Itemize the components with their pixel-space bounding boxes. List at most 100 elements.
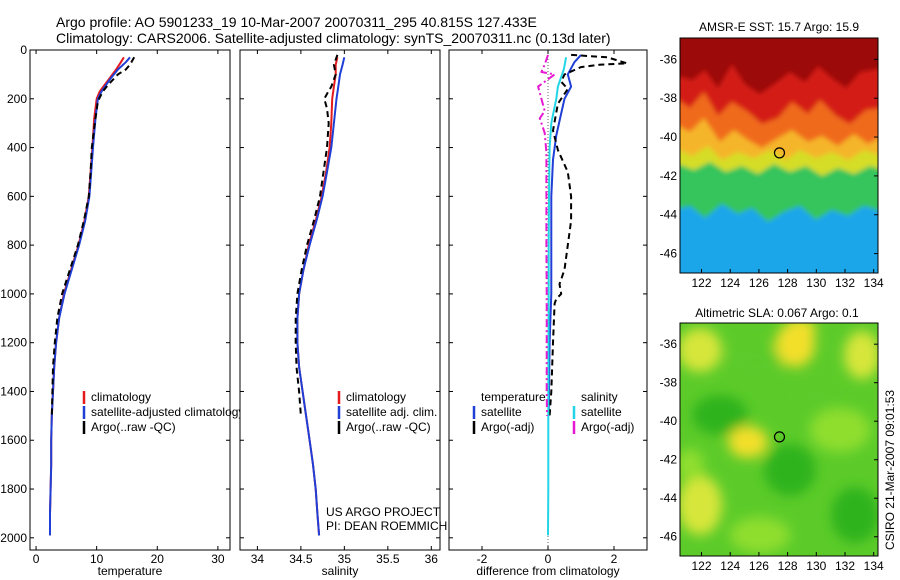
- difference-series: [537, 53, 629, 536]
- temperature-legend-argo: Argo(..raw -QC): [91, 420, 176, 434]
- difference-x-tick-label: 2: [611, 552, 618, 566]
- depth-tick-label: 0: [20, 43, 27, 57]
- sla-anomaly-4: [692, 395, 748, 435]
- difference-legend-sal-satellite: satellite: [581, 405, 622, 419]
- sla-anomaly-0: [680, 328, 722, 372]
- salinity-series: [294, 54, 346, 536]
- sst-map-frame: [679, 37, 879, 274]
- sla-lat-tick-label: -46: [660, 530, 678, 544]
- sla-lat-tick-label: -40: [660, 414, 678, 428]
- sst-lat-tick-label: -46: [660, 247, 678, 261]
- difference-series-2: [547, 57, 568, 536]
- sla-map-field: [680, 323, 878, 556]
- temperature-legend-satellite: satellite-adjusted climatology: [91, 405, 244, 419]
- sst-lon-tick-label: 124: [720, 276, 740, 290]
- salinity-panel: 34 34.5 35 35.5 36 salinity climatology sate…: [239, 49, 447, 578]
- salinity-series-1: [296, 57, 346, 536]
- depth-tick-label: 800: [7, 238, 27, 252]
- salinity-x-tick-label: 35: [338, 552, 352, 566]
- sst-lon-tick-label: 122: [692, 276, 712, 290]
- salinity-x-label: salinity: [322, 564, 359, 578]
- salinity-axes-frame: [239, 49, 441, 551]
- difference-legend: temperature satellite Argo(-adj) salinit…: [472, 390, 634, 434]
- difference-series-1: [548, 53, 629, 416]
- sst-map-field: [680, 38, 878, 273]
- difference-series-0: [547, 54, 582, 416]
- difference-legend-sal-argo: Argo(-adj): [581, 420, 634, 434]
- temperature-x-label: temperature: [98, 564, 163, 578]
- difference-legend-salinity-heading: salinity: [581, 390, 618, 404]
- difference-x-axis: -2 0 2: [477, 50, 618, 566]
- sst-lat-tick-label: -44: [660, 208, 678, 222]
- depth-tick-label: 600: [7, 189, 27, 203]
- difference-legend-temp-satellite: satellite: [481, 405, 522, 419]
- project-credit-line1: US ARGO PROJECT: [326, 505, 441, 519]
- salinity-legend-climatology: climatology: [346, 390, 406, 404]
- sst-lon-tick-label: 134: [864, 276, 884, 290]
- sst-map-x-axis: 122 124 126 128 130 132 134: [692, 269, 884, 290]
- sst-argo-location-marker: [773, 147, 786, 159]
- difference-legend-temperature-heading: temperature: [481, 390, 546, 404]
- sla-anomaly-9: [831, 487, 878, 543]
- temperature-series: [49, 56, 136, 536]
- figure-title-line1: Argo profile: AO 5901233_19 10-Mar-2007 …: [56, 14, 537, 30]
- sla-anomaly-13: [680, 449, 704, 481]
- salinity-legend: climatology satellite adj. clim. Argo(..…: [337, 390, 437, 434]
- sla-anomaly-12: [784, 323, 816, 342]
- salinity-y-axis: [240, 49, 440, 539]
- difference-legend-temp-argo: Argo(-adj): [481, 420, 534, 434]
- depth-tick-label: 200: [7, 92, 27, 106]
- sst-map-title: AMSR-E SST: 15.7 Argo: 15.9: [699, 20, 859, 34]
- depth-tick-label: 1600: [0, 433, 27, 447]
- sla-lon-tick-label: 126: [749, 559, 769, 573]
- sst-lat-tick-label: -40: [660, 130, 678, 144]
- sla-anomaly-7: [680, 475, 722, 535]
- salinity-legend-argo: Argo(..raw -QC): [346, 420, 431, 434]
- sla-anomaly-10: [728, 426, 768, 458]
- sla-lat-tick-label: -42: [660, 453, 678, 467]
- sst-lon-tick-label: 130: [806, 276, 826, 290]
- temperature-x-tick-label: 30: [211, 552, 225, 566]
- depth-tick-label: 1400: [0, 384, 27, 398]
- sla-anomaly-8: [730, 517, 790, 553]
- sla-lat-tick-label: -44: [660, 491, 678, 505]
- sla-lon-tick-label: 124: [720, 559, 740, 573]
- temperature-x-axis: 0 10 20 30: [33, 50, 225, 566]
- salinity-x-tick-label: 34.5: [289, 552, 313, 566]
- difference-panel: -2 0 2 difference from climatology tempera…: [448, 49, 648, 578]
- depth-tick-label: 400: [7, 141, 27, 155]
- depth-tick-label: 1800: [0, 482, 27, 496]
- sst-lon-tick-label: 132: [835, 276, 855, 290]
- sla-lon-tick-label: 130: [806, 559, 826, 573]
- sla-lat-tick-label: -36: [660, 337, 678, 351]
- temperature-y-axis: 0 200 400 600 800 1000 1200 1400 1600 1800 2000: [0, 43, 230, 545]
- salinity-legend-satellite: satellite adj. clim.: [346, 405, 437, 419]
- difference-x-label: difference from climatology: [476, 564, 619, 578]
- temperature-panel: 0 200 400 600 800 1000 1200 1400 1600 1800 2000 0 1…: [0, 43, 244, 578]
- depth-tick-label: 1200: [0, 336, 27, 350]
- sla-anomaly-2: [844, 331, 878, 379]
- sla-lat-tick-label: -38: [660, 376, 678, 390]
- sla-map-title: Altimetric SLA: 0.067 Argo: 0.1: [695, 306, 859, 320]
- csiro-timestamp: CSIRO 21-Mar-2007 09:01:53: [883, 390, 897, 550]
- sla-lon-tick-label: 134: [864, 559, 884, 573]
- salinity-x-tick-label: 36: [425, 552, 439, 566]
- salinity-x-tick-label: 35.5: [376, 552, 400, 566]
- sla-anomaly-11: [796, 381, 836, 409]
- sst-lon-tick-label: 126: [749, 276, 769, 290]
- sla-argo-location-marker: [773, 431, 786, 443]
- sla-anomaly-6: [764, 444, 816, 496]
- sla-lon-tick-label: 132: [835, 559, 855, 573]
- salinity-series-2: [294, 54, 339, 416]
- sla-anomaly-5: [810, 408, 870, 452]
- temperature-series-1: [49, 56, 131, 536]
- sst-map-panel: AMSR-E SST: 15.7 Argo: 15.9 122 124 126 128…: [660, 20, 884, 290]
- temperature-series-2: [50, 56, 136, 416]
- sst-lat-tick-label: -36: [660, 52, 678, 66]
- sla-map-panel: Altimetric SLA: 0.067 Argo: 0.1: [660, 306, 884, 573]
- sla-map-x-axis: 122 124 126 128 130 132 134: [692, 552, 884, 573]
- sst-lat-tick-label: -42: [660, 169, 678, 183]
- salinity-x-axis: 34 34.5 35 35.5 36: [251, 50, 439, 566]
